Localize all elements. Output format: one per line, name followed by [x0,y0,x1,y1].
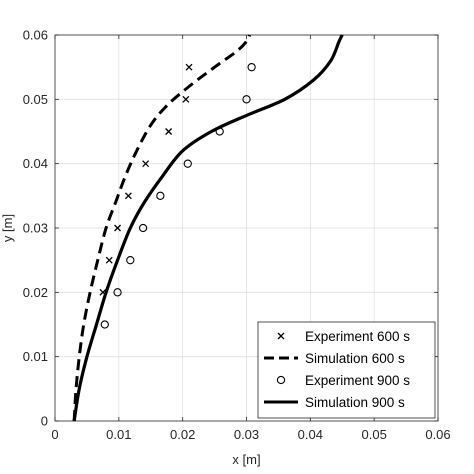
y-axis-label: y [m] [0,214,15,242]
y-tick-label: 0.03 [23,221,48,236]
x-axis-label: x [m] [232,452,260,467]
legend-label: Experiment 600 s [305,329,410,344]
grid [55,35,438,421]
circle-marker [156,191,165,200]
series-simulation-600-s [72,34,252,422]
series-line [72,34,252,422]
x-tick-label: 0.01 [106,427,131,442]
series [72,34,344,422]
ticks: 0 0.01 0.02 0.03 0.04 0.05 0.06 0 0.01 0.02 0.03 0.… [23,28,451,443]
x-tick-label: 0.02 [170,427,195,442]
circle-marker [138,223,148,233]
legend-label: Simulation 900 s [305,395,405,410]
circle-marker [183,159,192,168]
cross-marker [165,128,173,135]
x-tick-label: 0.04 [298,427,323,442]
series-experiment-600-s [99,63,193,296]
y-tick-label: 0.06 [23,28,48,43]
cross-marker [105,256,113,264]
x-tick-label: 0.05 [362,427,387,442]
x-tick-label: 0.06 [425,427,450,442]
cross-marker [114,224,122,232]
cross-marker [277,332,285,340]
circle-marker [242,95,251,104]
x-tick-label: 0.03 [234,427,259,442]
legend-label: Simulation 600 s [305,351,405,366]
circle-marker [100,320,109,329]
legend-label: Experiment 900 s [305,373,410,388]
cross-marker [124,192,132,200]
legend-item: Experiment 900 s [276,373,410,388]
legend: Experiment 600 s Simulation 600 s Experime… [257,321,436,419]
cross-marker [142,160,150,168]
cross-marker [182,95,190,103]
circle-marker [113,288,122,297]
y-tick-label: 0.01 [23,349,48,364]
series-simulation-900-s [72,34,344,422]
y-tick-label: 0.02 [23,285,48,300]
series-line [72,34,344,422]
y-tick-label: 0 [41,414,48,429]
legend-item: Simulation 900 s [264,395,405,410]
y-tick-label: 0.05 [23,92,48,107]
circle-marker [126,256,135,265]
y-tick-label: 0.04 [23,156,48,171]
cross-marker [185,63,193,71]
circle-marker [247,63,256,72]
legend-item: Simulation 600 s [264,351,405,366]
circle-marker [276,375,286,385]
x-tick-label: 0 [51,427,58,442]
legend-item: Experiment 600 s [277,329,410,344]
